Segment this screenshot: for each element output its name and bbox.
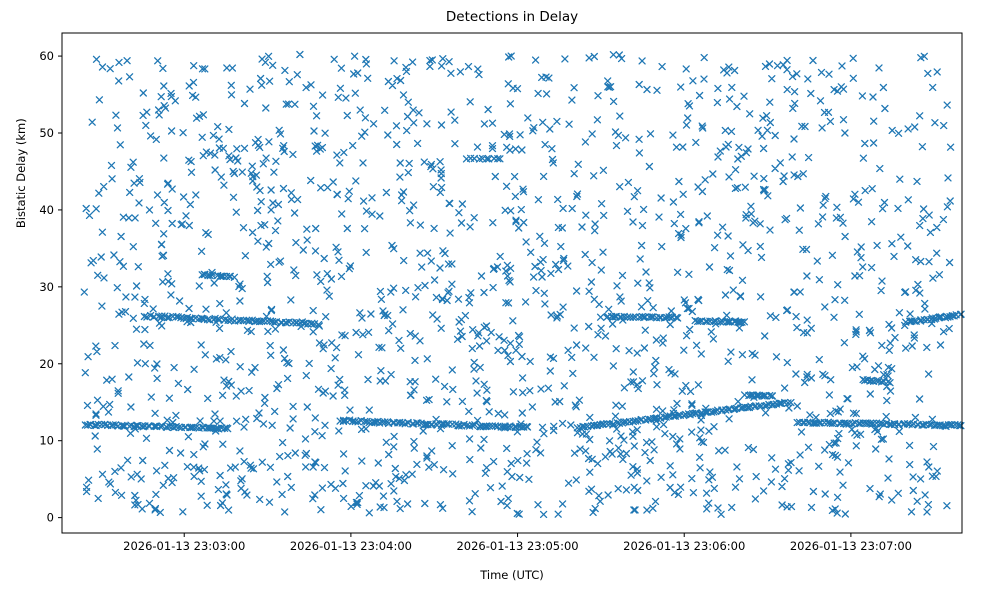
y-tick-label: 50 [39, 126, 54, 140]
x-axis-label: Time (UTC) [480, 568, 544, 582]
scatter-points [80, 50, 965, 519]
y-tick-label: 20 [39, 357, 54, 371]
x-tick-label: 2026-01-13 23:03:00 [123, 539, 245, 553]
y-tick-label: 0 [47, 511, 54, 525]
x-tick-label: 2026-01-13 23:07:00 [790, 539, 912, 553]
chart-title: Detections in Delay [445, 9, 579, 25]
y-tick-label: 60 [39, 49, 54, 63]
x-tick-label: 2026-01-13 23:04:00 [290, 539, 412, 553]
y-tick-label: 10 [39, 434, 54, 448]
x-tick-label: 2026-01-13 23:05:00 [456, 539, 578, 553]
y-tick-label: 30 [39, 280, 54, 294]
axes-frame [61, 32, 963, 534]
x-tick-label: 2026-01-13 23:06:00 [623, 539, 745, 553]
y-axis-label-text: Bistatic Delay (km) [14, 118, 28, 229]
y-tick-label: 40 [39, 203, 54, 217]
